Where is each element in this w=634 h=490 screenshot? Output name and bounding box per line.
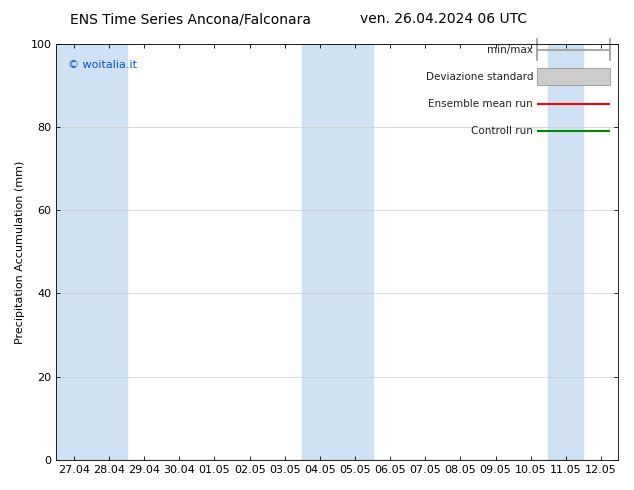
Bar — [548, 44, 583, 460]
Bar — [302, 44, 373, 460]
Text: © woitalia.it: © woitalia.it — [68, 60, 137, 70]
Text: ven. 26.04.2024 06 UTC: ven. 26.04.2024 06 UTC — [360, 12, 527, 26]
Text: min/max: min/max — [487, 45, 533, 55]
Text: Ensemble mean run: Ensemble mean run — [429, 99, 533, 109]
Text: ENS Time Series Ancona/Falconara: ENS Time Series Ancona/Falconara — [70, 12, 311, 26]
Bar — [56, 44, 127, 460]
Y-axis label: Precipitation Accumulation (mm): Precipitation Accumulation (mm) — [15, 160, 25, 343]
Text: Controll run: Controll run — [471, 126, 533, 136]
Bar — [537, 69, 610, 85]
Text: Deviazione standard: Deviazione standard — [425, 72, 533, 82]
